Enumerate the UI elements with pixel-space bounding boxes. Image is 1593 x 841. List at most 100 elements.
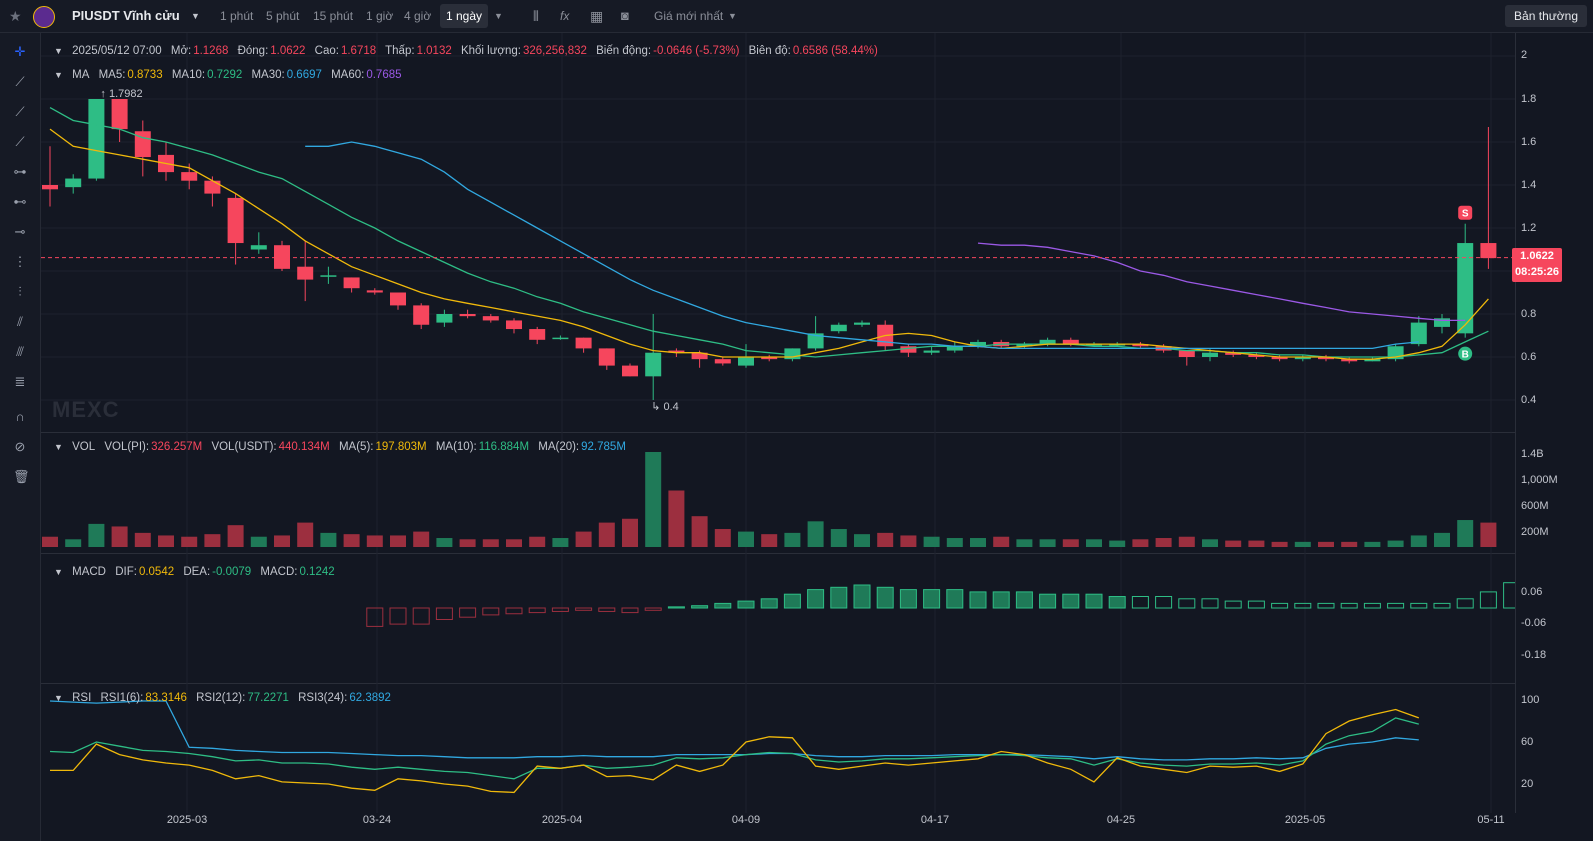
- change-value: -0.0646 (-5.73%): [653, 45, 740, 57]
- candle-body: [1434, 318, 1450, 327]
- candle-body: [784, 348, 801, 360]
- crosshair-icon[interactable]: ✛: [14, 44, 26, 59]
- price-type-select[interactable]: Giá mới nhất: [654, 9, 724, 23]
- x-tick: 04-09: [731, 814, 761, 826]
- chevron-down-icon[interactable]: ▼: [191, 11, 200, 21]
- macd-histogram-bar: [1271, 602, 1289, 609]
- interval-1d[interactable]: 1 ngày: [440, 4, 489, 28]
- dea-value: -0.0079: [212, 566, 252, 578]
- macd-histogram-bar: [644, 607, 662, 611]
- ray-icon[interactable]: ⟋: [15, 104, 25, 119]
- candle-body: [807, 333, 824, 349]
- volume-bar: [1271, 541, 1288, 547]
- interval-15m[interactable]: 15 phút: [313, 9, 354, 23]
- candle-body: [227, 197, 244, 244]
- macd-histogram-bar: [412, 607, 430, 625]
- rsi-legend[interactable]: ▼ RSI RSI1(6): 83.3146 RSI2(12): 77.2271 R…: [54, 692, 391, 704]
- parallel-line-icon[interactable]: ⊸: [14, 224, 26, 239]
- price-range-icon[interactable]: ⫶: [18, 284, 22, 299]
- volume-bar: [343, 534, 360, 547]
- ma5-label: MA5:: [98, 69, 126, 81]
- x-tick: 2025-04: [541, 814, 583, 826]
- candle-body: [1086, 344, 1102, 346]
- macd-legend[interactable]: ▼ MACD DIF: 0.0542 DEA: -0.0079 MACD: 0.124…: [54, 566, 335, 578]
- candle-body: [900, 346, 917, 353]
- volume-bar: [1457, 520, 1474, 547]
- pattern-icon[interactable]: ⫻: [16, 344, 24, 359]
- rsi1-value: 83.3146: [145, 692, 187, 704]
- horizontal-ray-icon[interactable]: ⊷: [13, 194, 27, 209]
- channel-icon[interactable]: ⫽: [17, 314, 23, 329]
- rsi3-value: 62.3892: [349, 692, 391, 704]
- candle-body: [1178, 350, 1195, 357]
- macd-histogram-bar: [853, 584, 871, 609]
- macd-histogram-bar: [1317, 602, 1335, 609]
- macd-histogram-bar: [1456, 598, 1474, 609]
- vol-ma5-value: 197.803M: [375, 441, 427, 453]
- macd-histogram-bar: [1201, 598, 1219, 609]
- candle-body: [1271, 357, 1288, 360]
- vertical-line-icon[interactable]: ⋮: [13, 254, 27, 269]
- interval-1h[interactable]: 1 giờ: [366, 9, 394, 23]
- candle-body: [320, 275, 337, 277]
- macd-histogram-bar: [899, 589, 917, 609]
- fibonacci-icon[interactable]: ≣: [14, 374, 26, 389]
- layout-grid-icon[interactable]: ▦: [590, 8, 604, 24]
- macd-histogram-bar: [1178, 598, 1196, 609]
- ma-legend[interactable]: ▼ MA MA5: 0.8733 MA10: 0.7292 MA30: 0.6697 …: [54, 69, 402, 81]
- volume-value: 326,256,832: [522, 45, 587, 57]
- symbol-selector[interactable]: PIUSDT Vĩnh cửu: [72, 8, 180, 23]
- macd-histogram-bar: [1433, 602, 1451, 609]
- macd-histogram-bar: [1108, 596, 1126, 609]
- rsi3-label: RSI3(24):: [298, 692, 348, 704]
- candle-type-icon[interactable]: ⫴: [533, 8, 539, 24]
- volume-bar: [784, 532, 801, 547]
- interval-more-chevron-icon[interactable]: ▼: [494, 11, 503, 21]
- hide-drawings-eye-icon[interactable]: ⊘: [14, 439, 26, 454]
- delete-trash-icon[interactable]: 🗑: [13, 469, 30, 484]
- macd-histogram-bar: [737, 600, 755, 609]
- candle-body: [1202, 352, 1218, 357]
- x-tick: 04-25: [1106, 814, 1136, 826]
- current-price-tag: 1.0622 08:25:26: [1512, 248, 1562, 282]
- volume-bar: [413, 531, 430, 547]
- volume-bar: [390, 535, 406, 547]
- extended-line-icon[interactable]: ⟋: [15, 134, 25, 149]
- dea-label: DEA:: [183, 566, 211, 578]
- interval-1m[interactable]: 1 phút: [220, 9, 254, 23]
- candle-body: [714, 359, 731, 364]
- magnet-icon[interactable]: ∩: [15, 409, 25, 424]
- volume-bar: [250, 536, 267, 547]
- macd-histogram-bar: [946, 589, 964, 609]
- ma60-value: 0.7685: [366, 69, 402, 81]
- interval-4h[interactable]: 4 giờ: [404, 9, 432, 23]
- favorite-star-icon[interactable]: ★: [9, 8, 22, 24]
- high-value: 1.6718: [340, 45, 377, 57]
- indicator-fx-icon[interactable]: fx: [560, 9, 570, 23]
- vol-legend[interactable]: ▼ VOL VOL(PI): 326.257M VOL(USDT): 440.134…: [54, 441, 626, 453]
- volume-bar: [1016, 539, 1033, 547]
- price-axis[interactable]: [1515, 33, 1593, 813]
- price-tick: 0.6: [1521, 351, 1537, 363]
- volume-bar: [134, 532, 151, 547]
- vol-pi-label: VOL(PI):: [104, 441, 150, 453]
- macd-histogram-bar: [435, 607, 453, 620]
- top-toolbar: ★ PIUSDT Vĩnh cửu ▼ 1 phút 5 phút 15 phú…: [0, 0, 1593, 33]
- interval-5m[interactable]: 5 phút: [266, 9, 300, 23]
- volume-bar: [1410, 535, 1427, 547]
- macd-histogram-bar: [1340, 602, 1358, 609]
- candle-body: [970, 341, 986, 347]
- candle-body: [946, 346, 963, 351]
- price-type-chevron-icon[interactable]: ▼: [728, 11, 737, 21]
- macd-histogram-bar: [1131, 596, 1149, 609]
- trend-line-icon[interactable]: ⟋: [15, 74, 25, 89]
- screenshot-camera-icon[interactable]: ◙: [621, 8, 629, 23]
- vol-tick: 1.4B: [1521, 448, 1544, 460]
- volume-bar: [1062, 539, 1079, 547]
- candle-body: [1318, 357, 1334, 360]
- macd-histogram-bar: [1387, 602, 1405, 609]
- candle-body: [923, 350, 940, 353]
- horizontal-line-icon[interactable]: ⊶: [13, 164, 27, 179]
- view-mode-button[interactable]: Bản thường: [1505, 5, 1587, 27]
